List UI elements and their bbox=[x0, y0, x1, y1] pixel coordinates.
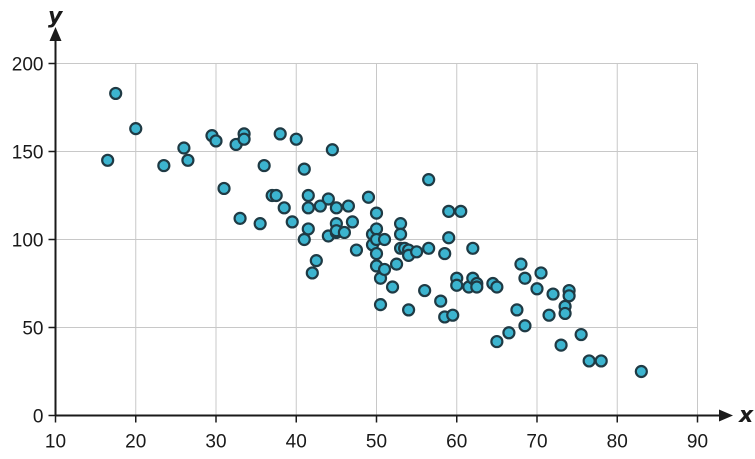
data-point bbox=[422, 241, 436, 255]
data-point bbox=[442, 231, 456, 245]
data-point bbox=[562, 289, 576, 303]
data-point bbox=[402, 303, 416, 317]
x-tick-label: 10 bbox=[45, 432, 66, 453]
data-point bbox=[109, 86, 123, 101]
data-point bbox=[321, 192, 335, 206]
data-point bbox=[369, 222, 384, 236]
data-point bbox=[369, 206, 384, 220]
data-point bbox=[422, 173, 436, 187]
data-point bbox=[438, 246, 452, 261]
data-point bbox=[277, 201, 291, 215]
data-point bbox=[341, 199, 356, 213]
x-tick-label: 80 bbox=[607, 432, 628, 453]
x-tick-label: 30 bbox=[205, 432, 226, 453]
x-tick-label: 40 bbox=[286, 432, 307, 453]
data-point bbox=[289, 132, 303, 146]
data-point bbox=[514, 257, 528, 271]
data-point bbox=[177, 141, 191, 155]
y-tick-label: 150 bbox=[12, 143, 44, 164]
y-tick-label: 0 bbox=[33, 407, 44, 428]
y-axis-arrow bbox=[49, 27, 62, 41]
data-point bbox=[377, 232, 392, 247]
grid bbox=[55, 63, 698, 416]
y-tick-label: 100 bbox=[12, 231, 44, 252]
data-point bbox=[410, 245, 424, 259]
data-point bbox=[389, 257, 404, 271]
data-point bbox=[554, 338, 568, 352]
data-point bbox=[470, 280, 484, 294]
data-point bbox=[301, 222, 315, 236]
data-point bbox=[297, 162, 311, 176]
data-point bbox=[502, 326, 516, 340]
data-point bbox=[337, 225, 351, 240]
data-point bbox=[181, 153, 195, 167]
data-point bbox=[369, 246, 384, 261]
data-point bbox=[518, 271, 532, 285]
x-tick-label: 90 bbox=[687, 432, 708, 453]
data-point bbox=[434, 294, 448, 308]
x-axis-arrow bbox=[719, 409, 733, 422]
data-point bbox=[301, 201, 315, 215]
data-point bbox=[209, 134, 223, 148]
data-point bbox=[297, 232, 311, 247]
data-point bbox=[634, 364, 648, 379]
x-axis-title: x bbox=[738, 403, 754, 428]
data-point bbox=[418, 283, 432, 298]
data-point bbox=[385, 280, 400, 294]
data-point bbox=[534, 266, 548, 280]
data-point bbox=[329, 201, 343, 215]
data-point bbox=[301, 188, 315, 203]
data-point bbox=[454, 204, 468, 218]
data-point bbox=[273, 127, 287, 141]
data-point bbox=[377, 262, 392, 277]
data-point bbox=[393, 227, 408, 241]
data-point bbox=[305, 266, 319, 280]
x-tick-label: 70 bbox=[526, 432, 547, 453]
data-point bbox=[345, 215, 360, 229]
data-point bbox=[233, 211, 247, 225]
data-point bbox=[530, 282, 544, 296]
data-point bbox=[269, 188, 283, 203]
data-point bbox=[157, 158, 171, 173]
data-point bbox=[490, 334, 504, 349]
data-point bbox=[217, 181, 231, 196]
data-point bbox=[518, 319, 532, 333]
x-tick-label: 50 bbox=[366, 432, 387, 453]
data-point bbox=[594, 354, 608, 368]
data-point bbox=[313, 199, 327, 213]
data-point bbox=[450, 278, 464, 292]
y-tick-label: 200 bbox=[12, 55, 44, 76]
data-point bbox=[582, 354, 596, 368]
data-point bbox=[361, 190, 376, 204]
data-point bbox=[558, 306, 572, 321]
data-point bbox=[309, 254, 323, 268]
data-point bbox=[542, 308, 556, 322]
ticks: 10 20 30 40 50 60 70 80 90 0 50 100 150 200 bbox=[12, 55, 708, 453]
data-point bbox=[466, 241, 480, 255]
data-point bbox=[442, 204, 456, 218]
data-point bbox=[285, 215, 299, 229]
data-points bbox=[101, 86, 648, 379]
data-point bbox=[325, 143, 339, 157]
data-point bbox=[129, 122, 143, 136]
data-point bbox=[373, 298, 388, 312]
data-point bbox=[490, 280, 504, 294]
y-tick-label: 50 bbox=[22, 319, 43, 340]
x-tick-label: 20 bbox=[125, 432, 146, 453]
data-point bbox=[253, 217, 267, 231]
data-point bbox=[237, 132, 251, 146]
data-point bbox=[446, 308, 460, 322]
y-axis-title: y bbox=[48, 4, 64, 29]
data-point bbox=[257, 158, 271, 173]
data-point bbox=[349, 243, 364, 257]
data-point bbox=[393, 217, 408, 231]
data-point bbox=[510, 303, 524, 317]
axes bbox=[49, 27, 733, 422]
x-tick-label: 60 bbox=[446, 432, 467, 453]
data-point bbox=[101, 153, 115, 167]
data-point bbox=[574, 327, 588, 342]
data-point bbox=[546, 287, 560, 301]
